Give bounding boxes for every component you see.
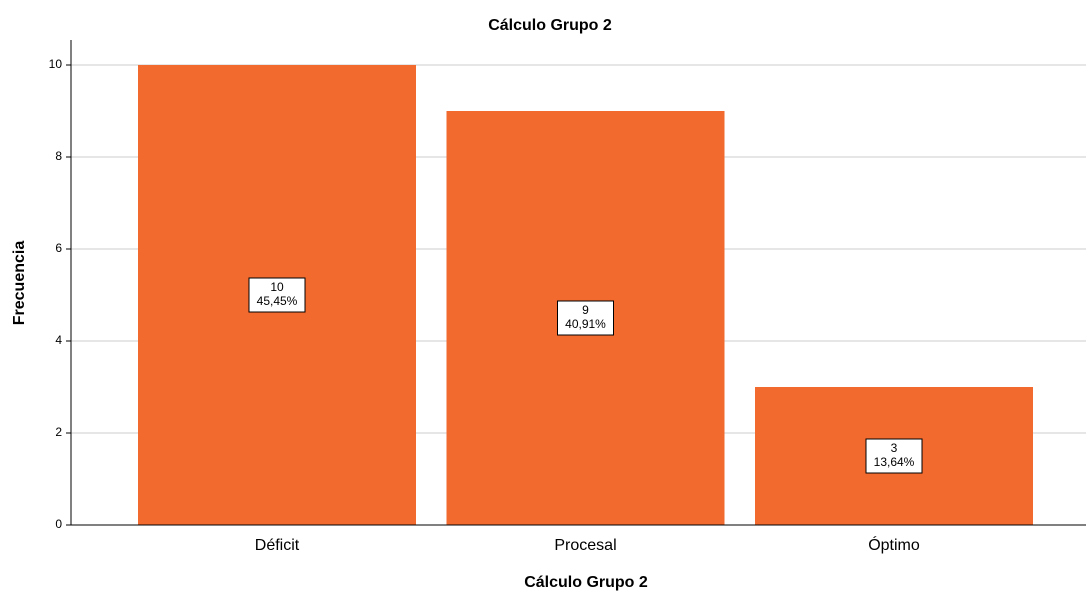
y-tick-label: 2 — [55, 425, 62, 439]
percent-label: 13,64% — [874, 455, 915, 469]
y-tick-label: 8 — [55, 149, 62, 163]
y-axis-title: Frecuencia — [11, 241, 28, 326]
y-tick-label: 4 — [55, 333, 62, 347]
data-label-box — [557, 300, 614, 336]
y-tick-label: 10 — [49, 57, 63, 71]
percent-label: 45,45% — [257, 294, 298, 308]
data-label: 10 — [270, 280, 284, 294]
x-tick-label: Déficit — [255, 537, 300, 554]
y-tick-label: 0 — [55, 517, 62, 531]
chart-title: Cálculo Grupo 2 — [488, 17, 612, 34]
data-label: 3 — [891, 441, 898, 455]
data-label-box — [865, 438, 923, 474]
x-tick-label: Óptimo — [868, 535, 920, 554]
x-axis-title: Cálculo Grupo 2 — [524, 574, 648, 591]
y-tick-label: 6 — [55, 241, 62, 255]
data-label-box — [248, 277, 306, 313]
percent-label: 40,91% — [565, 317, 606, 331]
x-tick-label: Procesal — [554, 537, 616, 554]
data-label: 9 — [582, 303, 589, 317]
